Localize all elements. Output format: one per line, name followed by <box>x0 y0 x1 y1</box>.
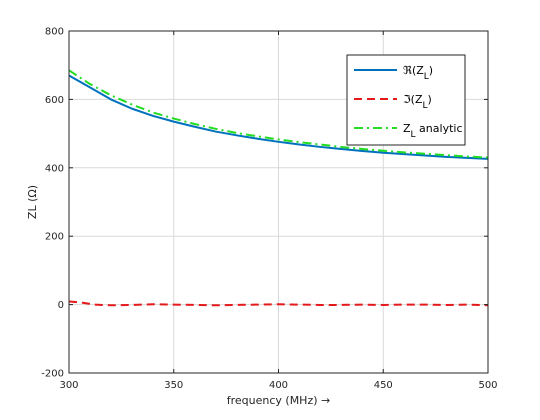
x-tick-label: 450 <box>374 380 393 391</box>
axis-ticks <box>68 30 489 374</box>
x-tick-label: 400 <box>269 380 288 391</box>
y-tick-label: 200 <box>45 232 64 243</box>
legend: ℜ(ZL) ℑ(ZL) ZL analytic <box>346 54 466 146</box>
series-line-1 <box>68 74 489 160</box>
x-tick-label: 350 <box>164 380 183 391</box>
legend-label-2: ℑ(ZL) <box>403 93 432 111</box>
y-tick-label: 600 <box>45 95 64 106</box>
y-tick-label: 0 <box>58 300 64 311</box>
legend-label-1: ℜ(ZL) <box>403 64 433 82</box>
legend-label-3: ZL analytic <box>403 122 463 140</box>
x-axis-label: frequency (MHz) → <box>227 394 331 407</box>
series-line-3 <box>68 69 489 159</box>
y-tick-label: 400 <box>45 163 64 174</box>
y-tick-label: 800 <box>45 27 64 38</box>
series-lines <box>68 69 489 307</box>
x-tick-label: 300 <box>59 380 78 391</box>
tick-labels: 300 350 400 450 500 -200 0 200 400 600 800 <box>41 27 497 392</box>
series-line-2 <box>68 300 489 307</box>
x-tick-label: 500 <box>478 380 497 391</box>
y-axis-label: ZL (Ω) <box>26 185 39 219</box>
y-tick-label: -200 <box>41 369 64 380</box>
